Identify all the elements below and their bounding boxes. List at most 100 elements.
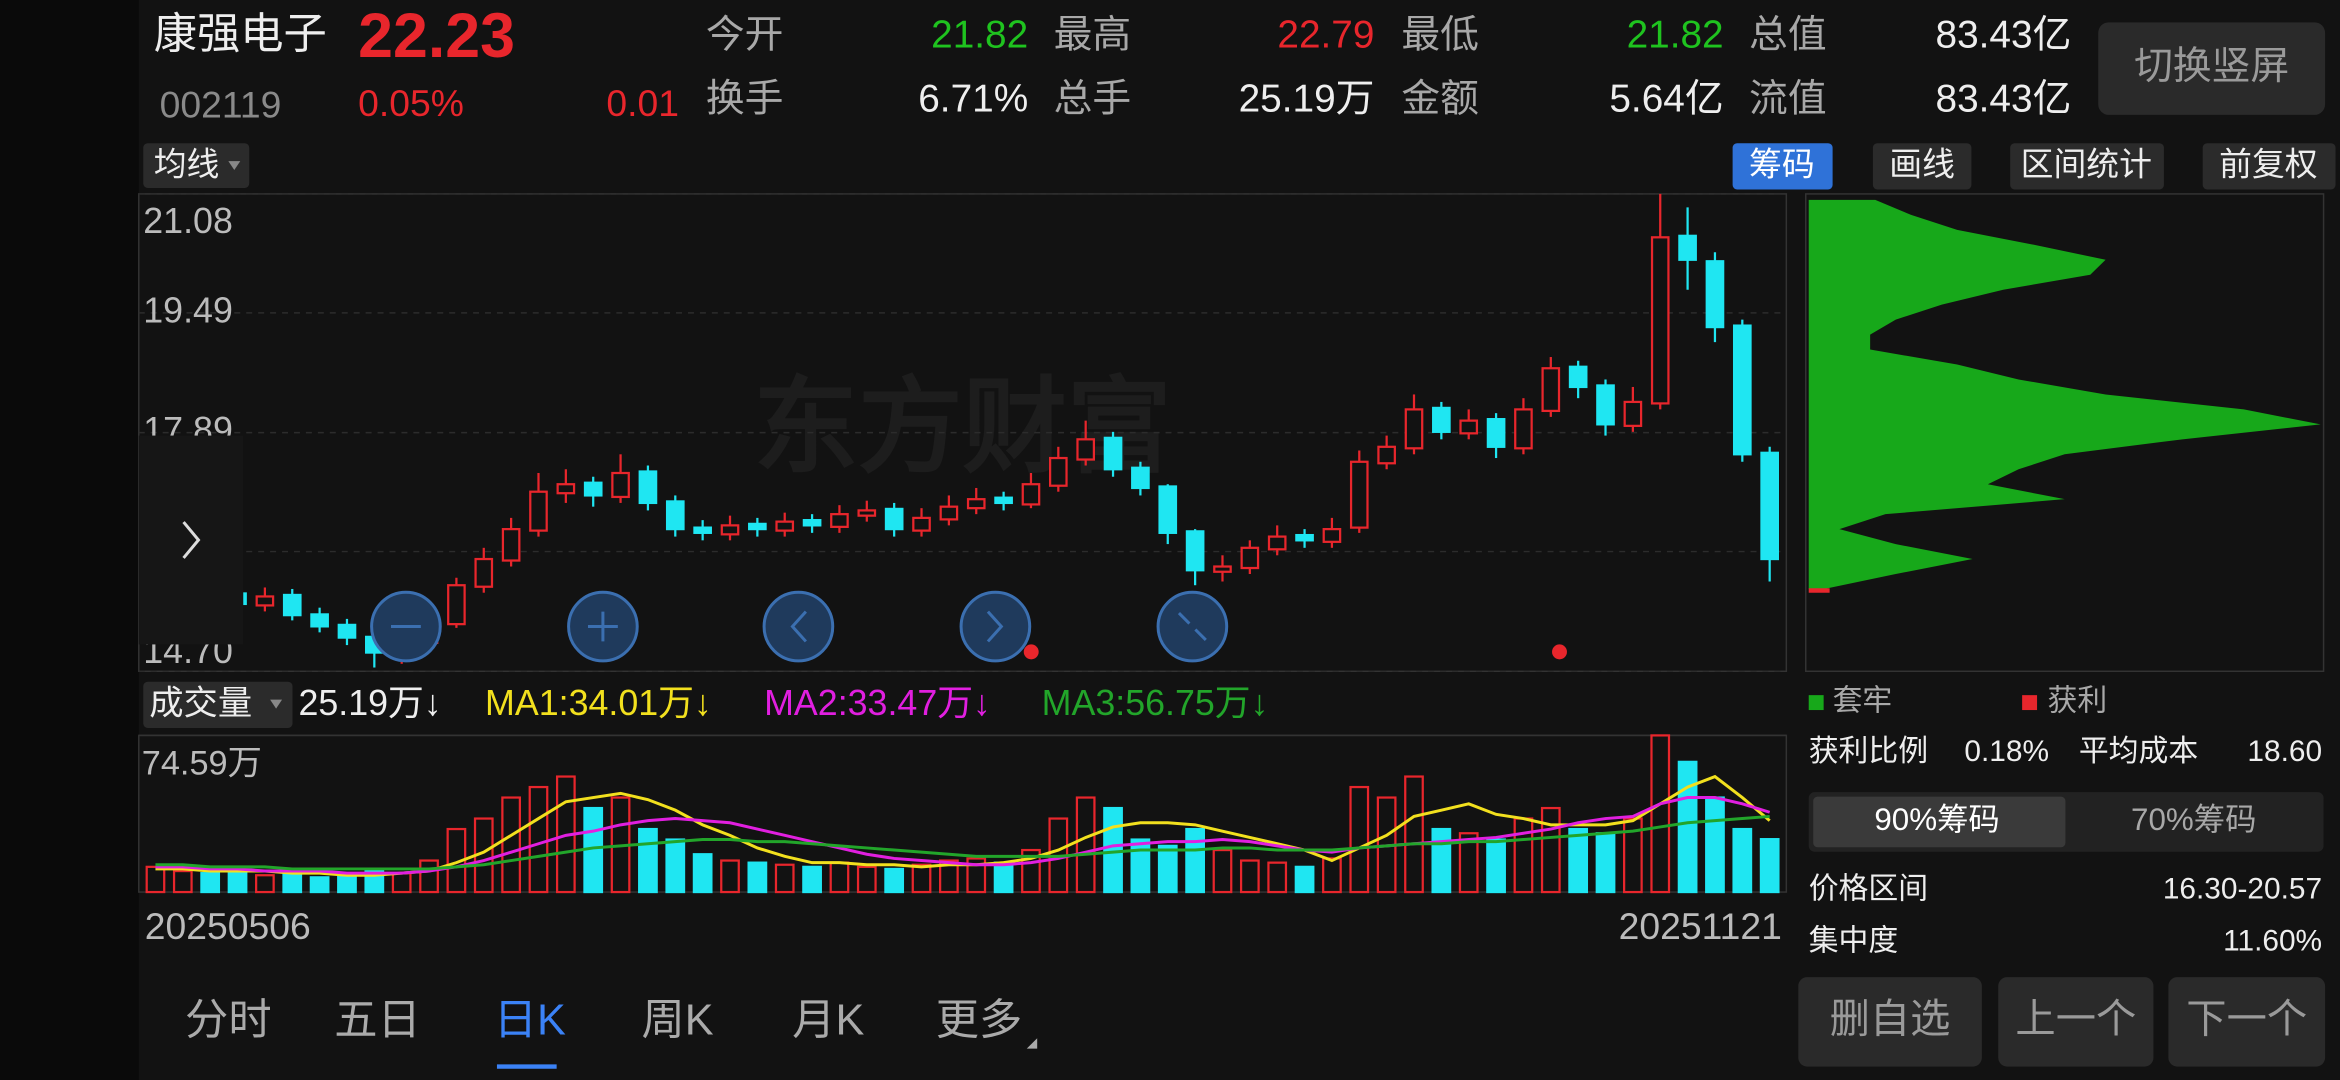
ma-label[interactable]: 均线 — [154, 146, 220, 183]
action-label[interactable]: 下一个 — [2186, 996, 2307, 1041]
period-tab[interactable]: 分时 — [185, 997, 272, 1045]
switch-button[interactable] — [2098, 22, 2326, 115]
icon — [587, 611, 618, 642]
change-pct: 0.05% — [358, 82, 464, 124]
action-label[interactable]: 上一个 — [2015, 996, 2136, 1041]
chip-profile — [1808, 199, 2321, 589]
volume-bar — [1103, 806, 1123, 894]
range-value: 16.30-20.57 — [2163, 872, 2322, 905]
candle-body — [1021, 483, 1041, 506]
range-label[interactable]: 区间统计 — [2021, 146, 2152, 183]
legend-label: 套牢 — [1833, 684, 1893, 717]
candle-body — [857, 509, 877, 517]
chip-tab-active[interactable] — [1813, 796, 2066, 848]
candle-body — [1322, 527, 1342, 543]
volume-bar — [309, 876, 330, 894]
stat-value: 6.71% — [918, 78, 1028, 121]
volume-bar — [993, 861, 1014, 894]
action-button[interactable] — [1798, 977, 1982, 1067]
candle-body — [884, 507, 904, 531]
period-tab[interactable]: 五日 — [334, 997, 421, 1045]
volume-bar — [1486, 838, 1506, 894]
concentration-label: 集中度 — [1809, 925, 1899, 958]
volume-bar — [856, 865, 877, 894]
stat-label: 今开 — [706, 14, 784, 57]
volume-bar — [1239, 859, 1260, 894]
candle-body — [1596, 384, 1615, 426]
stat-label: 总值 — [1749, 14, 1827, 57]
candle-body — [501, 527, 521, 562]
candle-body — [1213, 565, 1232, 573]
adjust-label[interactable]: 前复权 — [2219, 146, 2317, 183]
adjust-button[interactable] — [2202, 143, 2336, 190]
switch-label[interactable]: 切换竖屏 — [2134, 45, 2289, 88]
candle-body — [1158, 485, 1178, 534]
period-tab[interactable]: 更多 — [936, 997, 1023, 1045]
dropdown-icon — [228, 161, 241, 171]
candle-body — [665, 500, 685, 531]
reset[interactable] — [1156, 590, 1229, 663]
chips-button[interactable] — [1732, 143, 1833, 190]
range-button[interactable] — [2010, 143, 2164, 190]
left-strip — [0, 0, 139, 1080]
ma-line — [155, 814, 1770, 871]
volume-bar — [1458, 832, 1479, 894]
volume-bar — [720, 859, 740, 894]
action-label[interactable]: 删自选 — [1830, 996, 1951, 1041]
stat-value: 21.82 — [1627, 14, 1724, 57]
candle-body — [720, 524, 740, 536]
volume-readout: 25.19万↓ — [298, 683, 441, 723]
candle-body — [994, 496, 1013, 505]
period-tab[interactable]: 日K — [494, 997, 566, 1045]
volume: 25.19万↓ MA1:34.01万↓ MA2:33.47万↓ MA3:56.75万↓… — [138, 683, 1787, 947]
candle-body — [693, 526, 712, 534]
candle-body — [474, 557, 494, 588]
chips-label[interactable]: 筹码 — [1749, 146, 1815, 183]
stat-label: 最低 — [1401, 14, 1479, 57]
candle-body — [638, 470, 658, 505]
action-button[interactable] — [2168, 977, 2326, 1067]
period-tab[interactable]: 月K — [792, 997, 864, 1045]
candle-body — [1705, 260, 1725, 329]
period-tab[interactable]: 周K — [641, 997, 713, 1045]
candle-body — [556, 483, 576, 495]
legend-swatch — [1808, 695, 1824, 711]
volume-bar — [1294, 865, 1315, 894]
volume-bar — [172, 869, 193, 894]
volume-button[interactable] — [143, 681, 293, 728]
volume-bar — [829, 861, 850, 894]
draw-label[interactable]: 画线 — [1889, 146, 1955, 183]
stat-value: 83.43亿 — [1936, 78, 2072, 121]
volume-bar — [1130, 838, 1151, 894]
candle-body — [830, 513, 849, 528]
stat-label: 流值 — [1749, 78, 1827, 121]
stat-value: 25.19万 — [1239, 78, 1375, 121]
candle-body — [1459, 419, 1479, 435]
volume-title[interactable]: 成交量 — [149, 685, 252, 723]
volume-bar — [1404, 775, 1424, 894]
volume-bar — [501, 796, 522, 894]
bottom-buttons: 删自选 上一个 下一个 — [1798, 977, 2326, 1067]
concentration-value: 11.60% — [2223, 925, 2322, 958]
draw-button[interactable] — [1872, 143, 1972, 190]
volume-bar — [638, 827, 658, 894]
volume-bar — [884, 867, 905, 894]
volume-bar — [1349, 785, 1370, 894]
ma-button[interactable] — [143, 143, 250, 188]
next[interactable] — [959, 590, 1032, 663]
candle-body — [1295, 533, 1314, 542]
prev[interactable] — [762, 590, 835, 663]
more-icon — [1026, 1038, 1038, 1049]
candle-body — [1678, 234, 1697, 261]
chip-tab[interactable]: 70%筹码 — [2131, 802, 2256, 837]
candle-body — [1650, 236, 1670, 405]
expand-arrow[interactable] — [182, 521, 201, 559]
volume-bar — [966, 857, 987, 894]
chip-tab[interactable]: 90%筹码 — [1874, 802, 1999, 837]
action-button[interactable] — [1998, 977, 2154, 1067]
candle-body — [1760, 451, 1780, 561]
candle-body — [775, 520, 795, 532]
volume-bar — [774, 863, 795, 894]
